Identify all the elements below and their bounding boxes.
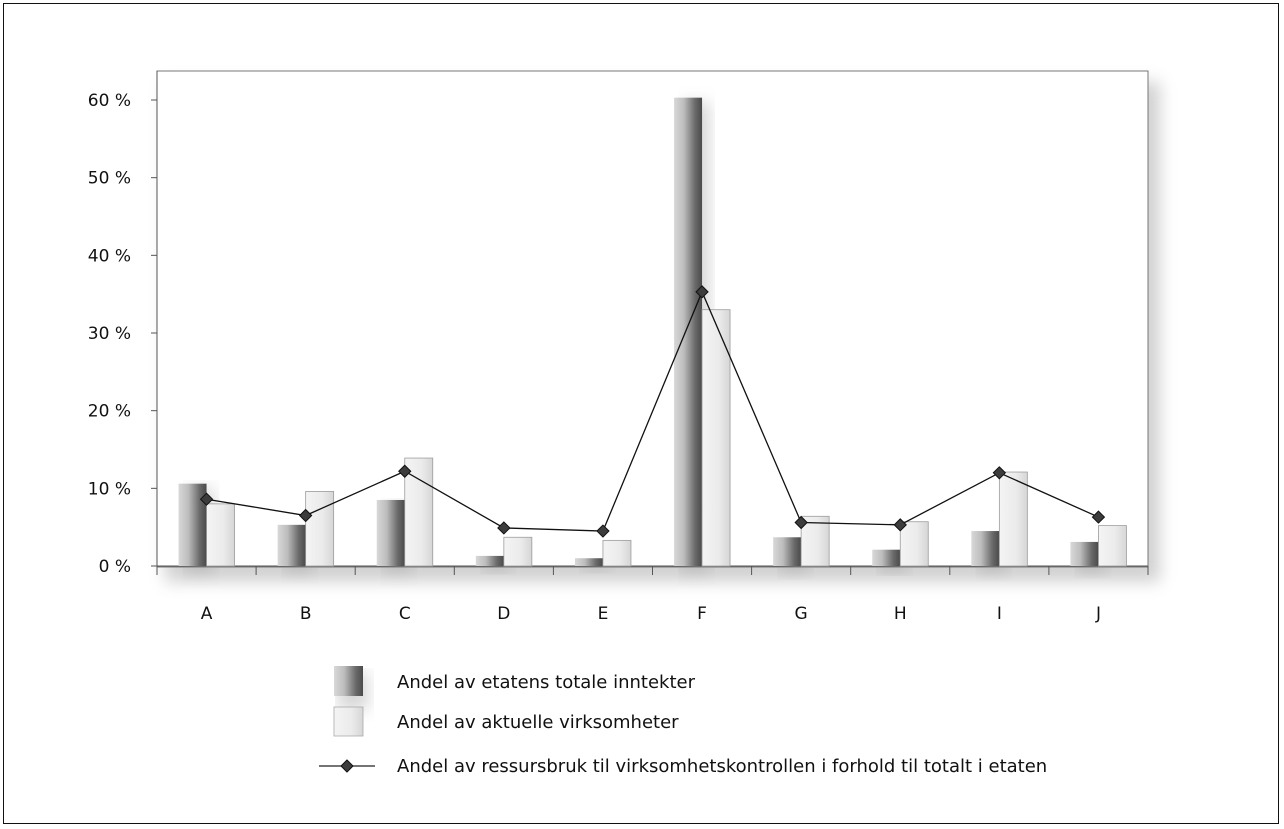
bar-light (701, 309, 731, 567)
legend-swatch-light (333, 706, 364, 737)
bar-dark (1070, 541, 1099, 566)
y-tick-label: 40 % (88, 246, 131, 266)
bar-dark (376, 499, 405, 566)
y-tick-label: 20 % (88, 402, 131, 422)
bar-dark (872, 549, 901, 566)
bars (178, 97, 1127, 572)
x-tick-label: B (300, 604, 312, 624)
line-path (206, 290, 1099, 532)
legend-line-marker (340, 759, 354, 773)
line-marker (497, 521, 511, 535)
y-tick-label: 30 % (88, 324, 131, 344)
bar-light (800, 515, 830, 567)
bar-dark (178, 483, 207, 566)
bar-dark (277, 524, 306, 566)
bar-light (602, 539, 632, 567)
bar-shadow (581, 563, 610, 571)
chart-frame (3, 3, 1279, 824)
legend-swatch-dark (334, 666, 363, 696)
x-tick-label: E (598, 604, 609, 624)
line-marker (695, 285, 709, 299)
x-tick-label: C (399, 604, 411, 624)
x-tick-label: A (201, 604, 213, 624)
x-tick-label: J (1095, 604, 1101, 624)
y-tick-label: 60 % (88, 91, 131, 111)
y-tick-label: 10 % (88, 479, 131, 499)
line-marker (893, 518, 907, 532)
y-tick-label: 50 % (88, 169, 131, 189)
line-marker (596, 524, 610, 538)
bar-light (998, 471, 1028, 567)
bar-light (305, 491, 335, 567)
bar-dark (574, 558, 603, 566)
x-tick-label: D (497, 604, 510, 624)
line-marker (398, 464, 412, 478)
legend-label-light: Andel av aktuelle virksomheter (397, 712, 679, 733)
x-tick-label: F (697, 604, 707, 624)
bar-light (899, 521, 929, 567)
bar-dark (674, 97, 703, 567)
y-axis: 0 % 10 % 20 % 30 % 40 % 50 % 60 % (88, 71, 158, 577)
x-tick-label: I (997, 604, 1002, 624)
bar-light (503, 536, 533, 567)
line-marker (199, 492, 214, 506)
x-tick-label: G (795, 604, 808, 624)
line-marker (992, 466, 1007, 480)
plot-area (156, 70, 1149, 568)
legend-label-line: Andel av ressursbruk til virksomhetskont… (397, 756, 1047, 777)
bar-dark (475, 555, 504, 566)
legend: Andel av etatens totale inntekter Andel … (319, 666, 1047, 777)
bar-dark (773, 537, 802, 566)
bar-dark (971, 531, 1000, 566)
y-tick-label: 0 % (99, 557, 131, 577)
line-series (199, 285, 1106, 538)
x-tick-label: H (894, 604, 907, 624)
bar-light (404, 457, 434, 567)
bar-light (206, 503, 235, 567)
legend-label-dark: Andel av etatens totale inntekter (397, 672, 696, 693)
line-marker (1091, 510, 1106, 524)
bar-light (1098, 525, 1127, 567)
line-marker (298, 508, 313, 523)
line-marker (794, 515, 808, 530)
